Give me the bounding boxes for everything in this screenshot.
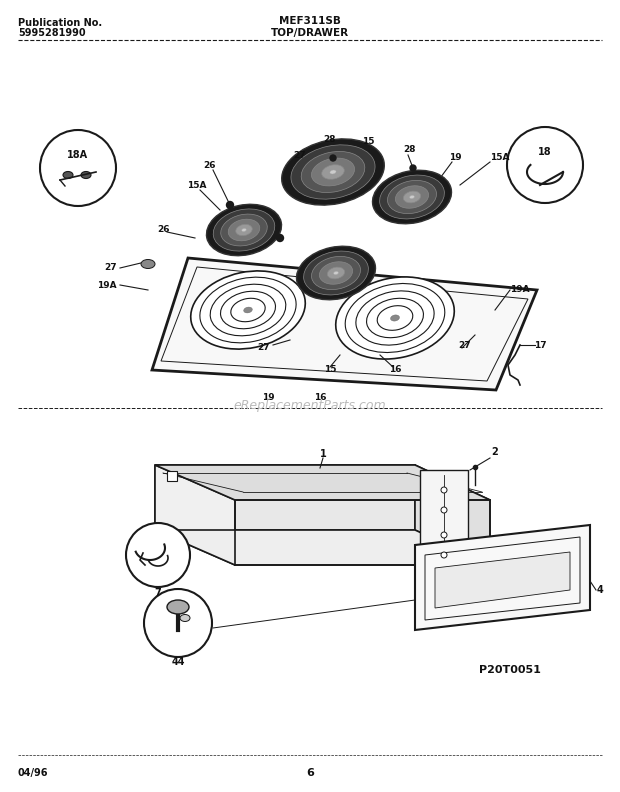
Text: 28: 28 xyxy=(404,146,416,154)
Text: 18: 18 xyxy=(538,147,552,157)
Ellipse shape xyxy=(327,267,345,279)
Ellipse shape xyxy=(63,172,73,178)
Ellipse shape xyxy=(141,260,155,268)
Text: 4: 4 xyxy=(596,585,603,595)
Polygon shape xyxy=(435,552,570,608)
Polygon shape xyxy=(420,470,468,570)
Text: TOP/DRAWER: TOP/DRAWER xyxy=(271,28,349,38)
Ellipse shape xyxy=(319,262,353,284)
Circle shape xyxy=(40,130,116,206)
Text: 1: 1 xyxy=(320,449,326,459)
Text: 15: 15 xyxy=(361,138,374,147)
Text: 19A: 19A xyxy=(510,285,529,295)
Text: 7: 7 xyxy=(154,588,161,598)
FancyBboxPatch shape xyxy=(167,471,177,481)
Text: 2: 2 xyxy=(492,447,498,457)
Text: 27: 27 xyxy=(459,341,471,349)
Ellipse shape xyxy=(304,251,368,295)
Ellipse shape xyxy=(345,284,445,352)
Ellipse shape xyxy=(244,307,252,313)
Text: eReplacementParts.com: eReplacementParts.com xyxy=(234,398,386,412)
Circle shape xyxy=(226,201,234,208)
Ellipse shape xyxy=(167,600,189,614)
Text: 27: 27 xyxy=(294,150,306,159)
Text: 17: 17 xyxy=(534,341,546,349)
Text: 15A: 15A xyxy=(187,181,206,189)
Ellipse shape xyxy=(379,175,445,219)
Ellipse shape xyxy=(210,284,286,336)
Text: 15A: 15A xyxy=(490,153,510,162)
Circle shape xyxy=(441,552,447,558)
Text: 19: 19 xyxy=(449,153,461,162)
Ellipse shape xyxy=(191,271,305,349)
Ellipse shape xyxy=(81,172,91,178)
Text: P20T0051: P20T0051 xyxy=(479,665,541,675)
Circle shape xyxy=(441,507,447,513)
Text: 28: 28 xyxy=(324,135,336,144)
Text: 16: 16 xyxy=(389,365,401,375)
Text: MEF311SB: MEF311SB xyxy=(279,16,341,26)
Circle shape xyxy=(507,127,583,203)
Ellipse shape xyxy=(330,170,336,174)
Text: 5995281990: 5995281990 xyxy=(18,28,86,38)
Circle shape xyxy=(410,165,416,171)
Ellipse shape xyxy=(311,158,355,186)
Ellipse shape xyxy=(221,291,275,329)
Ellipse shape xyxy=(322,165,344,179)
Ellipse shape xyxy=(180,615,190,622)
Ellipse shape xyxy=(200,277,296,343)
Text: 19: 19 xyxy=(262,394,274,402)
Ellipse shape xyxy=(377,306,413,330)
Ellipse shape xyxy=(296,246,376,299)
Polygon shape xyxy=(415,525,590,630)
Polygon shape xyxy=(155,465,415,530)
Polygon shape xyxy=(155,530,490,565)
Ellipse shape xyxy=(391,315,399,321)
Ellipse shape xyxy=(311,257,360,290)
Text: 6: 6 xyxy=(306,768,314,778)
Text: 18A: 18A xyxy=(68,150,89,160)
Polygon shape xyxy=(155,465,235,565)
Ellipse shape xyxy=(301,151,365,192)
Ellipse shape xyxy=(335,277,454,359)
Ellipse shape xyxy=(366,299,423,337)
Text: 44: 44 xyxy=(171,657,185,667)
Ellipse shape xyxy=(236,224,252,236)
Text: 26: 26 xyxy=(157,226,169,234)
Ellipse shape xyxy=(373,170,451,224)
Ellipse shape xyxy=(213,209,275,251)
Text: 26: 26 xyxy=(204,161,216,169)
Ellipse shape xyxy=(356,291,434,345)
Text: 19A: 19A xyxy=(97,280,117,290)
Text: 15: 15 xyxy=(324,365,336,375)
Ellipse shape xyxy=(281,139,384,205)
Text: 27: 27 xyxy=(257,344,270,352)
Ellipse shape xyxy=(221,214,267,246)
Ellipse shape xyxy=(396,186,428,208)
Text: 27: 27 xyxy=(104,264,117,272)
Circle shape xyxy=(441,487,447,493)
Ellipse shape xyxy=(231,299,265,322)
Text: 16: 16 xyxy=(314,394,326,402)
Ellipse shape xyxy=(334,272,339,275)
Circle shape xyxy=(330,155,336,161)
Ellipse shape xyxy=(410,196,414,199)
Ellipse shape xyxy=(291,145,375,199)
Text: 04/96: 04/96 xyxy=(18,768,48,778)
Circle shape xyxy=(441,532,447,538)
Polygon shape xyxy=(415,465,490,565)
Circle shape xyxy=(144,589,212,657)
Circle shape xyxy=(277,234,283,242)
Ellipse shape xyxy=(206,204,281,256)
Polygon shape xyxy=(152,258,537,390)
Polygon shape xyxy=(155,465,490,500)
Ellipse shape xyxy=(228,219,260,241)
Circle shape xyxy=(126,523,190,587)
Ellipse shape xyxy=(242,228,246,231)
Ellipse shape xyxy=(388,181,436,214)
Text: Publication No.: Publication No. xyxy=(18,18,102,28)
Ellipse shape xyxy=(404,191,421,203)
